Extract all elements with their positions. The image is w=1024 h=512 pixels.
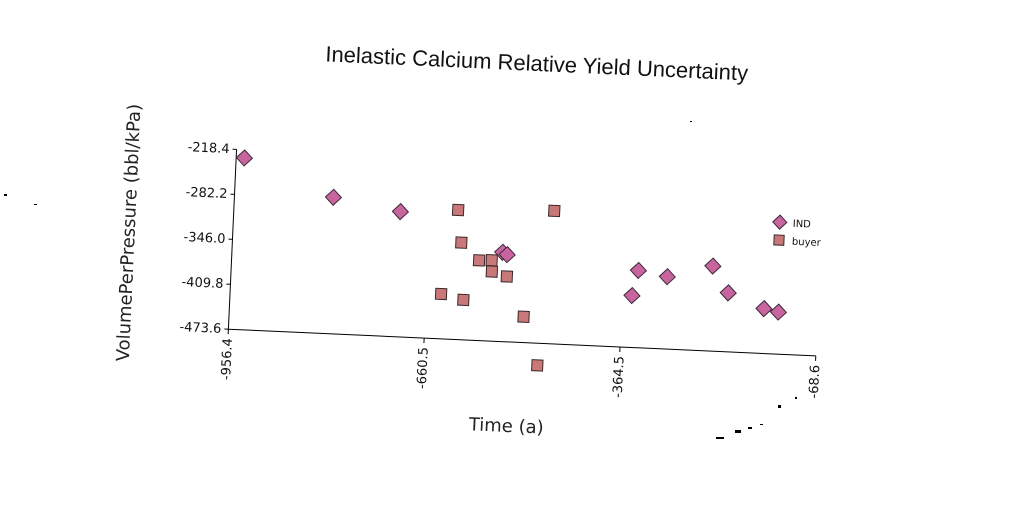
- noise-speck: [778, 405, 781, 408]
- data-points: [235, 149, 788, 372]
- y-tick-label: -346.0: [183, 230, 226, 247]
- x-tick-label: -956.4: [219, 338, 236, 381]
- legend-marker-ind: [772, 214, 788, 230]
- x-tick-label: -364.5: [611, 356, 628, 399]
- legend-marker-buyer: [773, 234, 785, 246]
- legend-item-ind: IND: [772, 214, 811, 231]
- point-buyer: [517, 310, 530, 324]
- legend-item-buyer: buyer: [773, 234, 822, 249]
- point-ind: [235, 149, 254, 167]
- noise-speck: [716, 437, 724, 439]
- point-ind: [658, 268, 676, 286]
- point-ind: [755, 299, 773, 318]
- point-buyer: [434, 287, 448, 301]
- point-buyer: [531, 359, 544, 372]
- y-tick-label: -409.8: [181, 275, 224, 292]
- point-ind: [498, 245, 516, 264]
- legend-label-buyer: buyer: [792, 237, 822, 249]
- point-buyer: [485, 253, 498, 267]
- point-ind: [629, 261, 648, 280]
- point-buyer: [500, 270, 514, 283]
- point-ind: [769, 303, 788, 321]
- point-buyer: [547, 204, 561, 218]
- point-buyer: [455, 236, 468, 249]
- noise-speck: [748, 427, 752, 429]
- noise-speck: [760, 424, 763, 425]
- noise-speck: [795, 397, 797, 399]
- point-buyer: [451, 203, 465, 217]
- x-tick-label: -660.5: [415, 347, 432, 390]
- x-axis: -956.4 -660.5 -364.5 -68.6: [219, 328, 824, 399]
- x-axis-title: Time (a): [467, 414, 544, 438]
- legend-label-ind: IND: [792, 219, 811, 231]
- noise-speck: [4, 194, 7, 196]
- noise-specks: [4, 121, 797, 439]
- point-buyer: [457, 293, 470, 307]
- point-ind: [623, 286, 641, 305]
- x-axis-line: [228, 328, 816, 357]
- point-ind: [704, 257, 722, 275]
- point-buyer: [472, 254, 486, 267]
- x-tick-label: -68.6: [807, 365, 824, 399]
- y-axis-title: VolumePerPressure (bbl/kPa): [113, 103, 146, 361]
- point-ind: [391, 202, 410, 221]
- noise-speck: [34, 204, 37, 205]
- y-tick-label: -218.4: [187, 140, 230, 157]
- legend: IND buyer: [772, 214, 822, 249]
- point-ind: [324, 188, 343, 206]
- noise-speck: [690, 121, 692, 122]
- point-ind: [719, 284, 737, 302]
- chart-title: Inelastic Calcium Relative Yield Uncerta…: [325, 41, 749, 85]
- noise-speck: [735, 430, 741, 433]
- point-buyer: [485, 265, 499, 278]
- y-tick-label: -282.2: [185, 185, 228, 202]
- y-tick-label: -473.6: [179, 320, 222, 337]
- y-axis: -218.4 -282.2 -346.0 -409.8 -473.6: [179, 140, 238, 337]
